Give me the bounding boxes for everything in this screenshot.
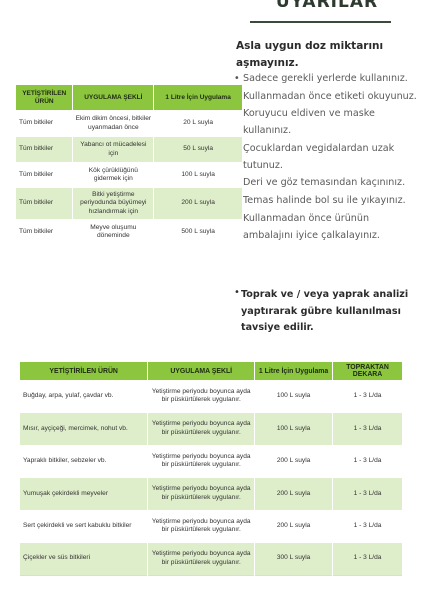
cell-dose: 300 L suyla [254, 542, 334, 575]
cell-method: Yabancı ot mücadelesi için [72, 137, 155, 162]
cell-crop: Tüm bitkiler [16, 188, 74, 219]
cell-method: Yetiştirme periyodu boyunca ayda bir püs… [147, 412, 256, 445]
cell-dose: 100 L suyla [254, 380, 334, 413]
col-header-soil: TOPRAKTAN DEKARA [332, 362, 403, 380]
cell-method: Yetiştirme periyodu boyunca ayda bir püs… [147, 510, 256, 543]
cell-soil: 1 - 3 L/da [332, 380, 403, 413]
cell-soil: 1 - 3 L/da [332, 542, 403, 575]
col-header-dose: 1 Litre İçin Uygulama [254, 362, 334, 380]
table-row: Çiçekler ve süs bitkileri Yetiştirme per… [20, 542, 403, 575]
warnings-list: Sadece gerekli yerlerde kullanınız. Kull… [234, 71, 420, 245]
cell-crop: Yumuşak çekirdekli meyveler [20, 477, 149, 510]
cell-method: Yetiştirme periyodu boyunca ayda bir püs… [147, 542, 256, 575]
cell-dose: 100 L suyla [153, 162, 243, 188]
col-header-crop: YETİŞTİRİLEN ÜRÜN [20, 362, 149, 380]
cell-method: Yetiştirme periyodu boyunca ayda bir püs… [147, 445, 256, 478]
warnings-lead: Asla uygun doz miktarını aşmayınız. [236, 40, 384, 69]
col-header-method: UYGULAMA ŞEKLİ [72, 85, 155, 110]
cell-dose: 20 L suyla [153, 110, 243, 137]
cell-dose: 100 L suyla [254, 412, 334, 445]
warning-item: Deri ve göz temasından kaçınınız. [234, 175, 420, 192]
warning-item: Temas halinde bol su ile yıkayınız. [234, 193, 420, 210]
table-row: Buğday, arpa, yulaf, çavdar vb. Yetiştir… [20, 380, 403, 413]
cell-dose: 200 L suyla [254, 510, 334, 543]
cell-soil: 1 - 3 L/da [332, 445, 403, 478]
cell-soil: 1 - 3 L/da [332, 477, 403, 510]
cell-crop: Tüm bitkiler [16, 219, 74, 245]
warning-item: Çocuklardan vegidalardan uzak tutunuz. [234, 141, 420, 175]
cell-soil: 1 - 3 L/da [332, 510, 403, 543]
cell-method: Ekim dikim öncesi, bitkiler uyanmadan ön… [72, 110, 155, 137]
col-header-crop: YETİŞTİRİLEN ÜRÜN [16, 85, 74, 110]
application-table-large: YETİŞTİRİLEN ÜRÜN UYGULAMA ŞEKLİ 1 Litre… [20, 362, 403, 576]
cell-soil: 1 - 3 L/da [332, 412, 403, 445]
warning-item: Koruyucu eldiven ve maske kullanınız. [234, 106, 420, 140]
cell-dose: 200 L suyla [153, 188, 243, 219]
cell-crop: Tüm bitkiler [16, 162, 74, 188]
table-row: Tüm bitkiler Bitki yetiştirme periyodund… [16, 188, 243, 219]
bullet-dot: • [234, 287, 240, 298]
cell-crop: Buğday, arpa, yulaf, çavdar vb. [20, 380, 149, 413]
cell-method: Bitki yetiştirme periyodunda büyümeyi hı… [72, 188, 155, 219]
table-row: Tüm bitkiler Kök çürüklüğünü gidermek iç… [16, 162, 243, 188]
cell-dose: 200 L suyla [254, 477, 334, 510]
application-table-small: YETİŞTİRİLEN ÜRÜN UYGULAMA ŞEKLİ 1 Litre… [16, 85, 243, 245]
col-header-dose: 1 Litre İçin Uygulama [153, 85, 243, 110]
cell-crop: Yapraklı bitkiler, sebzeler vb. [20, 445, 149, 478]
cell-method: Yetiştirme periyodu boyunca ayda bir püs… [147, 380, 256, 413]
cell-dose: 50 L suyla [153, 137, 243, 162]
cell-crop: Sert çekirdekli ve sert kabuklu bitkiler [20, 510, 149, 543]
cell-crop: Mısır, ayçiçeği, mercimek, nohut vb. [20, 412, 149, 445]
table-row: Tüm bitkiler Ekim dikim öncesi, bitkiler… [16, 110, 243, 137]
cell-crop: Tüm bitkiler [16, 137, 74, 162]
soil-analysis-note: • Toprak ve / veya yaprak analizi yaptır… [234, 287, 420, 337]
cell-method: Kök çürüklüğünü gidermek için [72, 162, 155, 188]
cell-crop: Tüm bitkiler [16, 110, 74, 137]
table-row: Sert çekirdekli ve sert kabuklu bitkiler… [20, 510, 403, 543]
cell-dose: 500 L suyla [153, 219, 243, 245]
soil-note-text: Toprak ve / veya yaprak analizi yaptırar… [241, 289, 409, 333]
table-row: Tüm bitkiler Yabancı ot mücadelesi için … [16, 137, 243, 162]
title-underline [250, 21, 391, 23]
warning-item: Kullanmadan önce etiketi okuyunuz. [234, 89, 420, 106]
table-row: Mısır, ayçiçeği, mercimek, nohut vb. Yet… [20, 412, 403, 445]
cell-method: Meyve oluşumu döneminde [72, 219, 155, 245]
col-header-method: UYGULAMA ŞEKLİ [147, 362, 256, 380]
table-row: Yapraklı bitkiler, sebzeler vb. Yetiştir… [20, 445, 403, 478]
cell-dose: 200 L suyla [254, 445, 334, 478]
cell-crop: Çiçekler ve süs bitkileri [20, 542, 149, 575]
warnings-title: UYARILAR [275, 0, 379, 12]
warning-item: Sadece gerekli yerlerde kullanınız. [234, 71, 420, 88]
cell-method: Yetiştirme periyodu boyunca ayda bir püs… [147, 477, 256, 510]
warning-item: Kullanmadan önce ürünün ambalajını iyice… [234, 211, 420, 245]
table-row: Yumuşak çekirdekli meyveler Yetiştirme p… [20, 477, 403, 510]
table-row: Tüm bitkiler Meyve oluşumu döneminde 500… [16, 219, 243, 245]
